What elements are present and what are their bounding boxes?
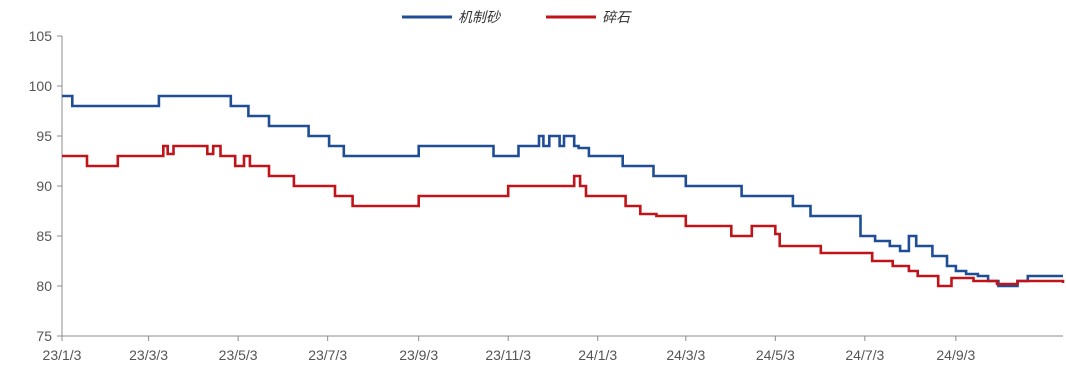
x-tick-label: 24/5/3 xyxy=(756,347,795,363)
x-tick-label: 24/1/3 xyxy=(578,347,617,363)
series-line-sand xyxy=(62,94,1063,288)
x-tick-label: 24/3/3 xyxy=(666,347,705,363)
x-axis: 23/1/3 23/3/3 23/5/3 23/7/3 23/9/3 23/11/3 24/… xyxy=(43,335,1063,363)
y-tick-label: 75 xyxy=(36,328,52,344)
x-tick-label: 23/3/3 xyxy=(129,347,168,363)
y-tick-label: 95 xyxy=(36,128,52,144)
x-tick-label: 24/7/3 xyxy=(845,347,884,363)
x-tick-label: 23/7/3 xyxy=(308,347,347,363)
legend-label-sand: 机制砂 xyxy=(458,10,501,26)
legend-label-gravel: 碎石 xyxy=(602,10,632,26)
legend: 机制砂 碎石 xyxy=(402,10,632,26)
x-tick-label: 23/5/3 xyxy=(219,347,258,363)
y-tick-label: 85 xyxy=(36,228,52,244)
y-tick-label: 100 xyxy=(29,78,53,94)
x-tick-label: 23/11/3 xyxy=(485,347,531,363)
x-tick-label: 24/9/3 xyxy=(936,347,975,363)
y-tick-label: 105 xyxy=(29,28,53,44)
y-axis: 75 80 85 90 95 100 105 xyxy=(29,28,63,344)
plot-area xyxy=(62,94,1065,288)
x-tick-label: 23/1/3 xyxy=(43,347,82,363)
y-tick-label: 80 xyxy=(36,278,52,294)
y-tick-label: 90 xyxy=(36,178,52,194)
x-tick-label: 23/9/3 xyxy=(399,347,438,363)
series-line-gravel xyxy=(62,144,1065,288)
